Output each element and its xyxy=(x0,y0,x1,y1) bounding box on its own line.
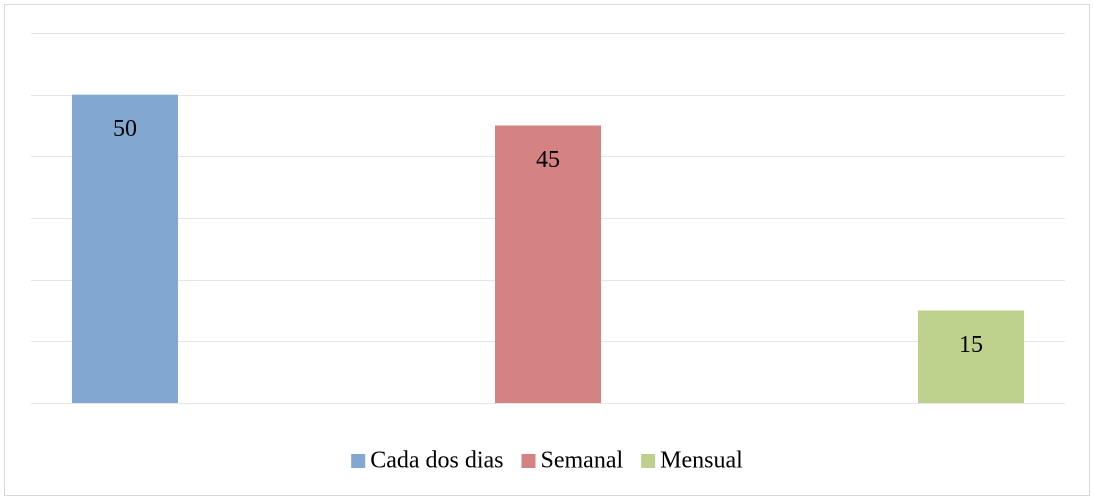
legend-swatch xyxy=(641,454,656,468)
legend-swatch xyxy=(351,454,366,468)
data-label: 15 xyxy=(959,332,983,358)
bar xyxy=(495,125,601,403)
data-label: 45 xyxy=(536,147,560,173)
legend-swatch xyxy=(521,454,536,468)
legend-label: Semanal xyxy=(541,448,624,474)
data-label: 50 xyxy=(113,116,137,142)
legend-label: Mensual xyxy=(660,448,743,474)
bar xyxy=(918,310,1024,403)
bar xyxy=(72,94,178,404)
legend-label: Cada dos dias xyxy=(370,448,503,474)
